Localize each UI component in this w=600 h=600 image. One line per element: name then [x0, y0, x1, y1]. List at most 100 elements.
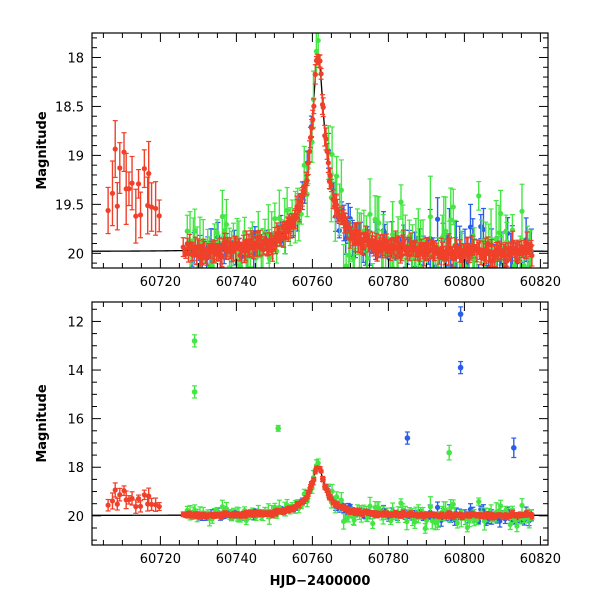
y-axis-label: Magnitude [35, 384, 50, 463]
data-point [307, 140, 313, 163]
data-point [320, 97, 326, 118]
data-point [519, 183, 525, 239]
x-tick-label: 60800 [444, 552, 485, 567]
bottom-panel: 60720 60740 60760 60780 60800 60820 12 14 16 18 20… [35, 301, 561, 589]
data-point [315, 458, 321, 468]
data-point [148, 182, 155, 232]
data-point [485, 236, 491, 251]
x-tick-label: 60740 [216, 275, 257, 290]
data-point [325, 152, 331, 173]
data-point [112, 120, 118, 179]
data-point [327, 167, 333, 184]
y-tick-label: 20 [67, 247, 84, 262]
data-point [135, 494, 142, 503]
outlier-point [191, 385, 198, 399]
data-point [311, 98, 317, 115]
data-point [318, 67, 324, 80]
y-tick-label: 19.5 [55, 198, 84, 213]
top-panel: 60720 60740 60760 60780 60800 60820 18 18.5 19 19… [35, 32, 561, 323]
x-tick-label: 60720 [140, 275, 181, 290]
x-tick-label: 60800 [444, 275, 485, 290]
outlier-point [404, 431, 411, 445]
data-point [153, 497, 159, 512]
data-point [478, 213, 484, 240]
data-point [141, 149, 147, 189]
plot-frame [91, 32, 549, 269]
data-point [129, 155, 135, 211]
model-curve [92, 53, 548, 252]
data-point [529, 513, 535, 520]
data-point [133, 188, 139, 244]
data-point [488, 239, 495, 252]
data-point [434, 197, 441, 242]
data-point [423, 284, 428, 323]
data-point [498, 189, 504, 238]
data-point [153, 181, 159, 236]
data-point [507, 518, 513, 531]
y-tick-label: 16 [67, 413, 84, 428]
data-point [398, 184, 404, 220]
y-tick-label: 18 [67, 461, 84, 476]
x-axis-label: HJD−2400000 [270, 574, 371, 589]
data-point [493, 200, 499, 268]
plot-area [92, 33, 548, 323]
data-point [114, 181, 120, 231]
x-tick-label: 60780 [368, 275, 409, 290]
x-tick-label: 60760 [292, 552, 333, 567]
y-tick-label: 19 [67, 149, 84, 164]
data-point [318, 468, 324, 474]
data-point [341, 244, 347, 268]
y-tick-label: 20 [67, 510, 84, 525]
data-point [519, 498, 525, 513]
data-point [146, 140, 152, 207]
data-point [141, 489, 147, 501]
outlier-point [446, 444, 453, 461]
data-point [334, 155, 340, 197]
outlier-point [511, 437, 517, 459]
data-point [320, 476, 326, 483]
data-point [156, 199, 162, 233]
data-point [311, 476, 317, 482]
data-point [219, 245, 225, 268]
data-point [126, 171, 132, 207]
y-tick-label: 18.5 [55, 100, 84, 115]
outlier-point [457, 306, 464, 323]
data-point [317, 54, 323, 68]
x-tick-label: 60720 [140, 552, 181, 567]
data-point [137, 191, 144, 239]
data-point [146, 487, 152, 505]
x-tick-label: 60760 [292, 275, 333, 290]
plot-frame [91, 301, 549, 546]
data-point [498, 499, 504, 513]
data-point [514, 520, 520, 533]
y-axis-label: Magnitude [35, 111, 50, 190]
y-tick-label: 14 [67, 364, 84, 379]
data-point [114, 497, 120, 511]
x-tick-label: 60820 [520, 275, 561, 290]
y-tick-label: 12 [67, 315, 84, 330]
data-point [434, 501, 441, 514]
data-point [137, 500, 144, 513]
data-point [529, 244, 535, 267]
data-point [304, 175, 310, 187]
outlier-point [457, 360, 464, 375]
data-point [117, 487, 123, 502]
outlier-point [191, 334, 198, 348]
data-point [105, 186, 111, 235]
data-point [148, 497, 155, 511]
data-point [135, 168, 142, 199]
data-point [105, 498, 111, 512]
data-point [370, 262, 376, 268]
data-point [112, 482, 118, 498]
outlier-point [275, 424, 282, 432]
x-tick-label: 60740 [216, 552, 257, 567]
data-point [156, 502, 162, 512]
x-tick-label: 60820 [520, 552, 561, 567]
data-point [129, 491, 135, 506]
data-point [109, 160, 116, 227]
data-point [109, 492, 116, 510]
plot-area [92, 306, 548, 534]
data-point [476, 497, 482, 506]
data-point [117, 142, 123, 194]
